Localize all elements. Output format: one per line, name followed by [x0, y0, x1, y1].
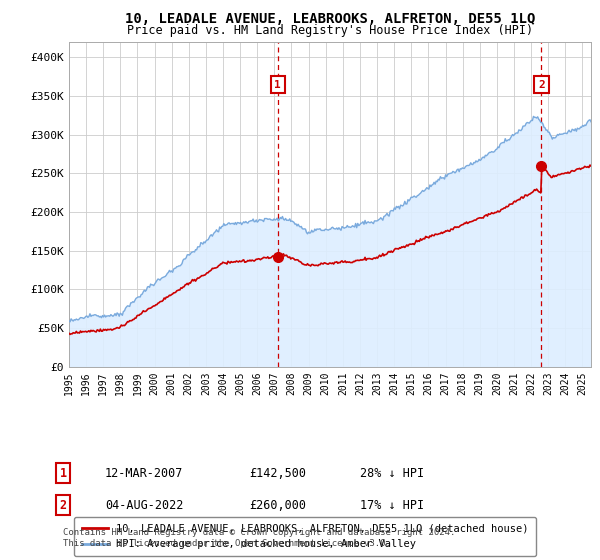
- Text: £142,500: £142,500: [249, 466, 306, 480]
- Text: £260,000: £260,000: [249, 498, 306, 512]
- Text: 1: 1: [59, 466, 67, 480]
- Text: 2: 2: [538, 80, 545, 90]
- Text: 28% ↓ HPI: 28% ↓ HPI: [360, 466, 424, 480]
- Text: 17% ↓ HPI: 17% ↓ HPI: [360, 498, 424, 512]
- Text: 12-MAR-2007: 12-MAR-2007: [105, 466, 184, 480]
- Text: 04-AUG-2022: 04-AUG-2022: [105, 498, 184, 512]
- Text: Price paid vs. HM Land Registry's House Price Index (HPI): Price paid vs. HM Land Registry's House …: [127, 24, 533, 37]
- Text: 10, LEADALE AVENUE, LEABROOKS, ALFRETON, DE55 1LQ: 10, LEADALE AVENUE, LEABROOKS, ALFRETON,…: [125, 12, 535, 26]
- Text: Contains HM Land Registry data © Crown copyright and database right 2024.
This d: Contains HM Land Registry data © Crown c…: [63, 528, 455, 548]
- Legend: 10, LEADALE AVENUE, LEABROOKS, ALFRETON, DE55 1LQ (detached house), HPI: Average: 10, LEADALE AVENUE, LEABROOKS, ALFRETON,…: [74, 517, 536, 557]
- Text: 2: 2: [59, 498, 67, 512]
- Text: 1: 1: [274, 80, 281, 90]
